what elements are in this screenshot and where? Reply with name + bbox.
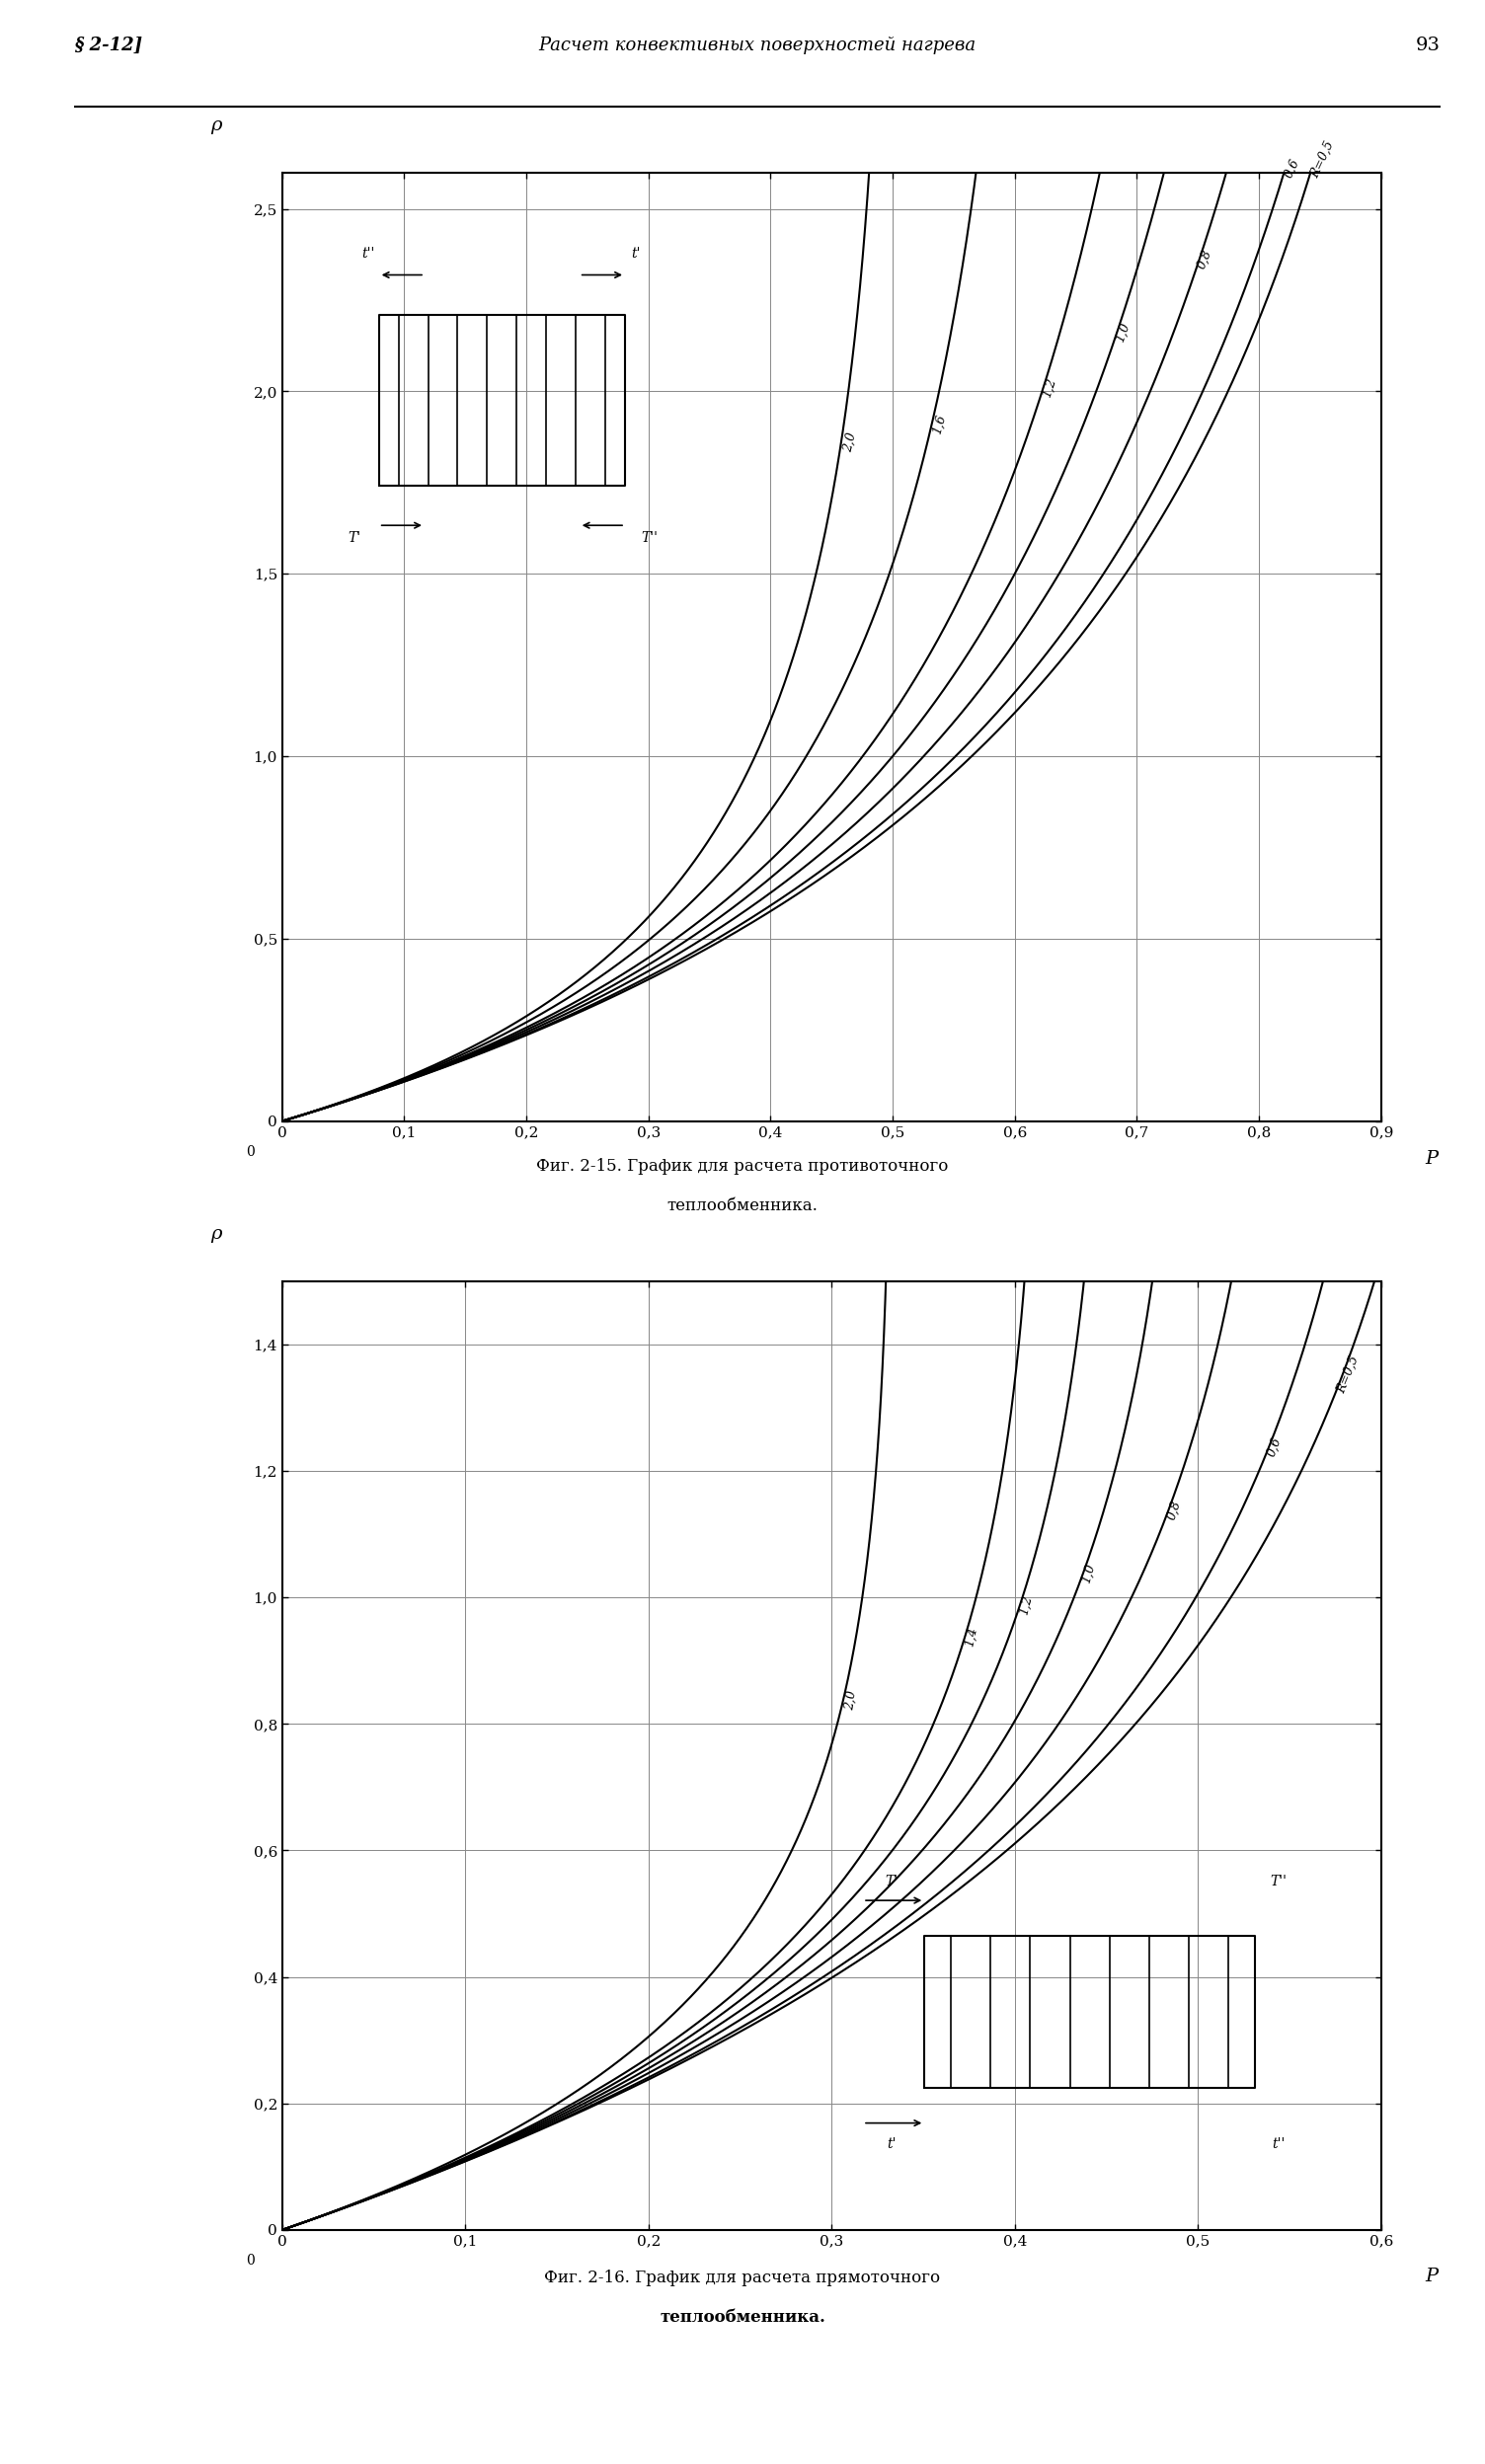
- Text: 2,0: 2,0: [843, 1690, 858, 1712]
- Text: R=0,5: R=0,5: [1335, 1353, 1362, 1395]
- Text: Фиг. 2-15. График для расчета противоточного: Фиг. 2-15. График для расчета противоточ…: [536, 1158, 949, 1175]
- Text: 0: 0: [247, 2255, 255, 2267]
- Text: 0: 0: [247, 1146, 255, 1158]
- Text: 0,8: 0,8: [1195, 249, 1215, 271]
- Text: 1,6: 1,6: [930, 411, 947, 436]
- Text: ρ: ρ: [211, 1225, 221, 1244]
- Text: 2,0: 2,0: [842, 431, 858, 453]
- Text: теплообменника.: теплообменника.: [667, 1198, 818, 1215]
- Text: § 2-12]: § 2-12]: [74, 37, 143, 54]
- Text: 0,8: 0,8: [1164, 1498, 1184, 1523]
- Text: теплообменника.: теплообменника.: [659, 2309, 826, 2326]
- Text: Фиг. 2-16. График для расчета прямоточного: Фиг. 2-16. График для расчета прямоточно…: [545, 2269, 940, 2287]
- Text: Расчет конвективных поверхностей нагрева: Расчет конвективных поверхностей нагрева: [539, 37, 976, 54]
- Text: P: P: [1426, 1151, 1437, 1168]
- Text: 1,0: 1,0: [1080, 1562, 1097, 1584]
- Text: R=0,5: R=0,5: [1308, 138, 1336, 180]
- Text: ρ: ρ: [211, 116, 221, 136]
- Text: P: P: [1426, 2267, 1437, 2287]
- Text: 93: 93: [1415, 37, 1440, 54]
- Text: 1,4: 1,4: [962, 1626, 980, 1648]
- Text: 1,0: 1,0: [1112, 320, 1132, 345]
- Text: 0,6: 0,6: [1282, 155, 1302, 180]
- Text: 1,2: 1,2: [1017, 1594, 1035, 1616]
- Text: 1,2: 1,2: [1040, 377, 1059, 399]
- Text: 0,6: 0,6: [1265, 1437, 1283, 1459]
